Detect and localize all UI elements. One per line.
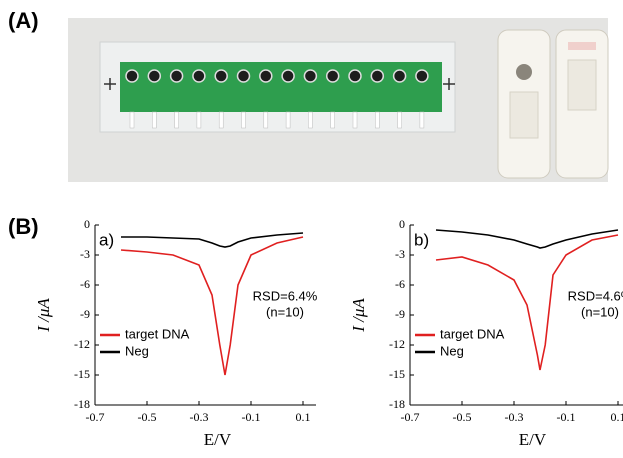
y-tick-label: -15 bbox=[74, 367, 90, 381]
electrode bbox=[259, 69, 273, 83]
y-axis-label: I /μA bbox=[34, 298, 53, 333]
electrode-lead bbox=[263, 111, 269, 129]
electrode bbox=[169, 69, 184, 83]
panel-label: a) bbox=[99, 230, 114, 249]
y-tick-label: -3 bbox=[80, 247, 90, 261]
electrode bbox=[392, 69, 407, 83]
x-axis-label: E/V bbox=[204, 430, 232, 449]
electrode-lead bbox=[285, 111, 291, 129]
line-series bbox=[435, 229, 619, 249]
y-tick-label: -18 bbox=[74, 397, 90, 411]
electrode bbox=[325, 69, 340, 83]
y-tick-label: -9 bbox=[395, 307, 405, 321]
x-tick-label: -0.1 bbox=[242, 410, 261, 424]
electrode-lead bbox=[330, 111, 335, 129]
y-tick-label: -18 bbox=[389, 397, 405, 411]
electrode bbox=[370, 69, 385, 83]
y-axis-label: I /μA bbox=[349, 298, 368, 333]
electrode-lead bbox=[152, 111, 157, 129]
y-tick-label: -12 bbox=[389, 337, 405, 351]
x-tick-label: -0.7 bbox=[401, 410, 420, 424]
electrode-lead bbox=[419, 111, 425, 129]
x-tick-label: -0.1 bbox=[557, 410, 576, 424]
x-tick-label: -0.5 bbox=[138, 410, 157, 424]
legend-label: target DNA bbox=[125, 326, 190, 341]
x-tick-label: 0.1 bbox=[296, 410, 311, 424]
y-tick-label: -6 bbox=[80, 277, 90, 291]
electrode-lead bbox=[241, 111, 246, 129]
annotation: RSD=4.6% bbox=[568, 288, 623, 303]
y-tick-label: -6 bbox=[395, 277, 405, 291]
electrode bbox=[147, 69, 162, 83]
electrode-lead bbox=[218, 111, 224, 129]
y-tick-label: -9 bbox=[80, 307, 90, 321]
line-series bbox=[120, 236, 304, 376]
x-tick-label: -0.3 bbox=[190, 410, 209, 424]
x-axis-label: E/V bbox=[519, 430, 547, 449]
annotation: (n=10) bbox=[581, 304, 619, 319]
electrode bbox=[214, 69, 228, 83]
electrode bbox=[236, 69, 251, 83]
x-tick-label: -0.3 bbox=[505, 410, 524, 424]
electrode bbox=[281, 69, 295, 83]
electrode bbox=[192, 69, 206, 83]
electrode bbox=[303, 69, 318, 83]
x-tick-label: -0.5 bbox=[453, 410, 472, 424]
electrode bbox=[125, 69, 139, 83]
x-tick-label: 0.1 bbox=[611, 410, 623, 424]
electrode-lead bbox=[397, 111, 402, 129]
legend-label: Neg bbox=[125, 343, 149, 358]
electrode bbox=[348, 69, 362, 83]
line-series bbox=[121, 232, 304, 248]
y-tick-label: -12 bbox=[74, 337, 90, 351]
legend-label: target DNA bbox=[440, 326, 505, 341]
line-series bbox=[435, 234, 619, 371]
annotation: RSD=6.4% bbox=[253, 288, 318, 303]
legend-label: Neg bbox=[440, 343, 464, 358]
electrode bbox=[415, 69, 429, 83]
panel-label: (A) bbox=[8, 8, 39, 33]
electrode-lead bbox=[375, 111, 380, 129]
electrode-lead bbox=[196, 111, 202, 129]
y-tick-label: 0 bbox=[84, 217, 90, 231]
panel-label: (B) bbox=[8, 214, 39, 239]
y-tick-label: -15 bbox=[389, 367, 405, 381]
electrode-lead bbox=[308, 111, 313, 129]
electrode-lead bbox=[129, 111, 135, 129]
electrode-lead bbox=[174, 111, 179, 129]
photo bbox=[68, 18, 609, 182]
y-tick-label: -3 bbox=[395, 247, 405, 261]
y-tick-label: 0 bbox=[399, 217, 405, 231]
panel-label: b) bbox=[414, 230, 429, 249]
electrode-lead bbox=[352, 111, 358, 129]
annotation: (n=10) bbox=[266, 304, 304, 319]
x-tick-label: -0.7 bbox=[86, 410, 105, 424]
